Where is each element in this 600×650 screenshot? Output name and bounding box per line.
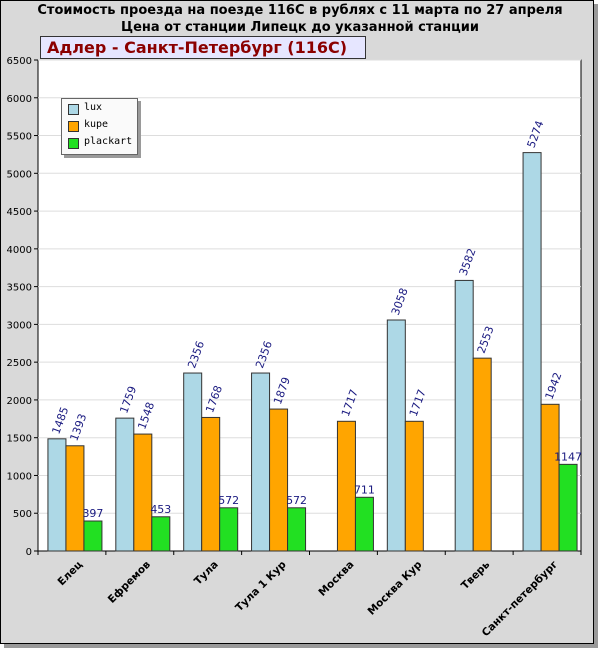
- legend-label-plackart: plackart: [84, 136, 133, 147]
- x-tick-label: Ефремов: [106, 558, 153, 605]
- bar-plackart-7: [558, 463, 578, 552]
- chart-title: Стоимость проезда на поезде 116С в рубля…: [37, 3, 563, 18]
- legend-label-kupe: kupe: [84, 119, 109, 130]
- bar-lux-1: [115, 417, 135, 552]
- bar-kupe-2: [201, 416, 221, 552]
- y-tick-label: 5000: [7, 169, 32, 180]
- bar-lux-0: [47, 438, 67, 552]
- legend: lux kupe plackart: [61, 98, 138, 155]
- x-tick-label: Тула: [192, 559, 221, 588]
- bar-plackart-0: [83, 520, 103, 552]
- legend-swatch-lux: [68, 104, 79, 115]
- y-tick-label: 1500: [7, 434, 32, 445]
- data-label-plackart-0: 397: [82, 507, 103, 520]
- y-tick-label: 6500: [7, 56, 32, 67]
- bar-kupe-6: [472, 357, 492, 552]
- bar-kupe-0: [65, 445, 85, 552]
- data-label-plackart-4: 711: [354, 483, 375, 496]
- y-tick-label: 4500: [7, 207, 32, 218]
- bar-kupe-7: [540, 403, 560, 552]
- x-tick-label: Елец: [56, 558, 86, 588]
- data-label-plackart-7: 1147: [554, 450, 582, 463]
- chart-subtitle: Цена от станции Липецк до указанной стан…: [121, 20, 479, 35]
- y-tick-label: 2500: [7, 358, 32, 369]
- legend-item-kupe: kupe: [68, 118, 137, 135]
- data-label-plackart-2: 572: [218, 494, 239, 507]
- legend-item-lux: lux: [68, 101, 137, 118]
- y-tick-label: 2000: [7, 396, 32, 407]
- x-tick-label: Москва: [316, 559, 356, 599]
- bar-plackart-2: [219, 507, 239, 552]
- y-tick-label: 500: [13, 509, 32, 520]
- bar-plackart-3: [287, 507, 307, 552]
- bar-lux-6: [454, 279, 474, 552]
- bar-kupe-3: [269, 408, 289, 552]
- y-tick-label: 1000: [7, 471, 32, 482]
- y-tick-label: 4000: [7, 245, 32, 256]
- y-tick-label: 0: [26, 547, 32, 558]
- data-label-plackart-1: 453: [150, 503, 171, 516]
- bar-plackart-4: [354, 496, 374, 552]
- bar-plackart-1: [151, 516, 171, 552]
- legend-swatch-kupe: [68, 121, 79, 132]
- y-tick-label: 6000: [7, 94, 32, 105]
- x-tick-label: Тула 1 Кур: [233, 558, 289, 614]
- bar-lux-3: [251, 372, 271, 552]
- bar-kupe-4: [336, 420, 356, 552]
- route-label: Адлер - Санкт-Петербург (116С): [40, 36, 366, 59]
- x-tick-label: Санкт-петербург: [480, 558, 561, 639]
- bar-lux-2: [183, 372, 203, 552]
- legend-swatch-plackart: [68, 138, 79, 149]
- bar-kupe-1: [133, 433, 153, 552]
- legend-item-plackart: plackart: [68, 135, 137, 152]
- x-tick-label: Москва Кур: [366, 558, 425, 617]
- x-tick-label: Тверь: [459, 558, 493, 592]
- legend-label-lux: lux: [84, 102, 103, 113]
- bar-kupe-5: [404, 420, 424, 552]
- y-tick-label: 3500: [7, 283, 32, 294]
- bar-lux-5: [386, 319, 406, 552]
- y-tick-label: 5500: [7, 132, 32, 143]
- data-label-plackart-3: 572: [286, 494, 307, 507]
- bar-lux-7: [522, 152, 542, 552]
- y-tick-label: 3000: [7, 320, 32, 331]
